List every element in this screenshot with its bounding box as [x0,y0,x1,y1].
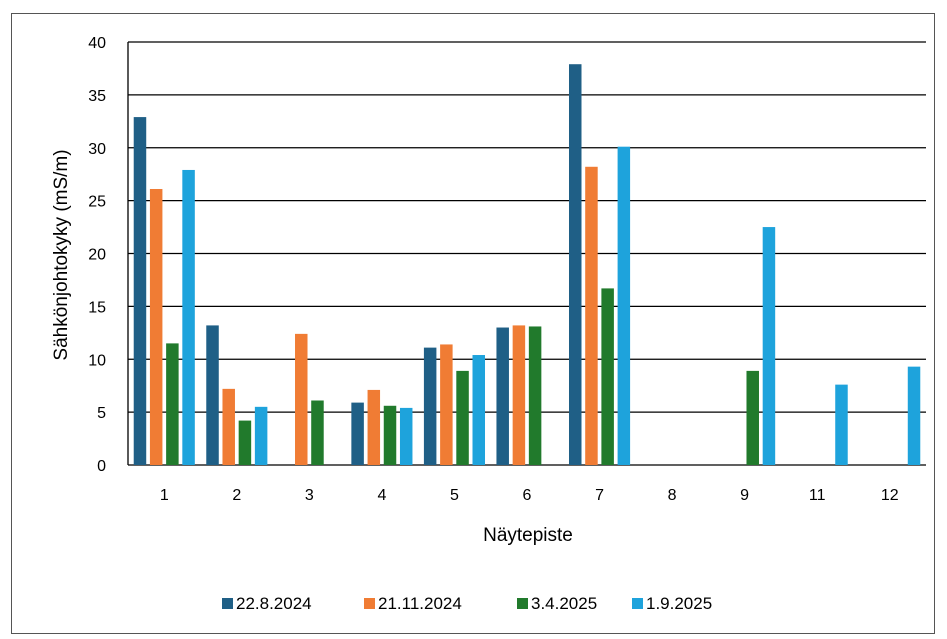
bar [149,188,163,465]
x-tick-label: 6 [523,487,532,504]
x-tick-labels: 1 2 3 4 5 6 7 8 9 11 12 [160,487,899,504]
bar [295,333,308,465]
bar [238,420,252,465]
bar [206,325,219,465]
x-tick-label: 2 [232,487,241,504]
y-tick-label: 5 [97,405,106,422]
y-tick-label: 30 [88,141,106,158]
y-axis-title: Sähkönjohtokyky (mS/m) [51,149,72,360]
legend-swatch [222,598,233,609]
x-tick-label: 11 [809,487,826,504]
legend-swatch [517,598,528,609]
y-tick-label: 25 [88,194,106,211]
y-tick-label: 40 [88,35,106,52]
legend-label: 3.4.2025 [531,594,597,613]
chart-frame [11,13,935,634]
bar [254,406,268,465]
bar [222,388,235,465]
bars [133,64,921,466]
x-tick-label: 3 [305,487,314,504]
y-tick-label: 20 [88,247,106,264]
bar [440,344,453,465]
bar [835,384,848,465]
bar [907,366,921,465]
bar [601,288,614,465]
bar [617,146,631,465]
grid-lines [127,41,926,466]
x-tick-label: 8 [668,487,677,504]
bar [311,400,324,465]
legend-swatch [364,598,375,609]
bar [383,405,397,465]
bar [496,327,509,465]
bar [423,347,437,465]
legend-swatch [632,598,643,609]
legend: 22.8.2024 21.11.2024 3.4.2025 1.9.2025 [222,594,712,613]
x-tick-label: 4 [377,487,386,504]
y-tick-label: 0 [97,458,106,475]
bar [568,64,582,466]
bar [166,343,179,465]
bar [456,370,469,465]
bar [512,325,526,465]
y-tick-labels: 0 5 10 15 20 25 30 35 40 [88,35,106,475]
bar [762,227,776,465]
bar [746,370,759,465]
bar [133,117,147,466]
legend-label: 1.9.2025 [646,594,712,613]
bar [351,402,364,465]
bar [585,166,598,465]
bar [528,326,542,465]
bar [367,389,381,465]
y-tick-label: 35 [88,88,106,105]
y-tick-label: 10 [88,352,106,369]
bar [182,169,195,465]
x-tick-label: 1 [160,487,169,504]
x-axis-title: Näytepiste [483,525,573,546]
bar [399,407,413,465]
legend-label: 22.8.2024 [236,594,312,613]
y-tick-label: 15 [88,299,106,316]
x-tick-label: 5 [450,487,459,504]
bar [472,355,486,465]
x-tick-label: 9 [740,487,749,504]
x-tick-label: 12 [881,487,899,504]
x-tick-label: 7 [595,487,604,504]
legend-label: 21.11.2024 [378,594,462,613]
